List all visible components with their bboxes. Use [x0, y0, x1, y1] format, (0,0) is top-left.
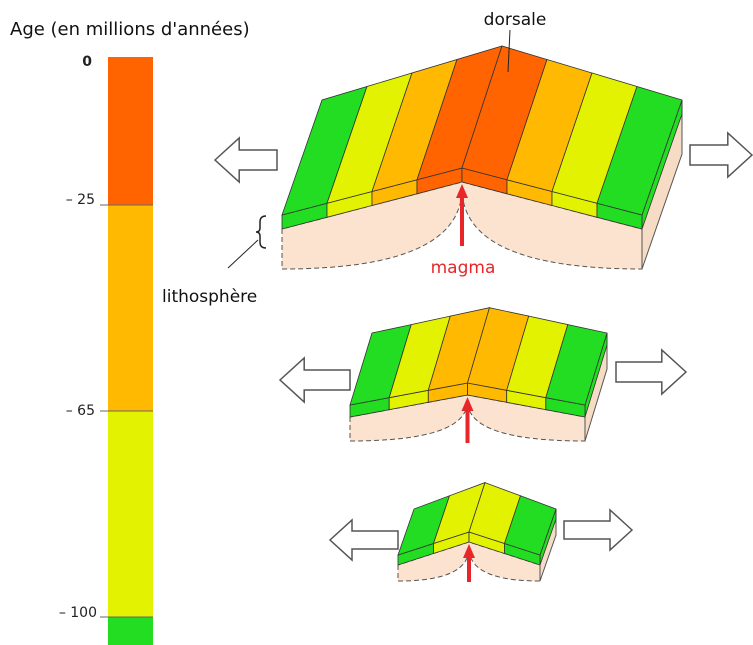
band — [108, 57, 153, 205]
pointer — [228, 240, 258, 268]
arrow — [564, 510, 632, 550]
arrow — [215, 138, 277, 182]
tick-label: – 100 — [59, 605, 97, 621]
band — [108, 205, 153, 411]
band — [108, 411, 153, 617]
tick-label: – 65 — [66, 403, 95, 419]
arrow — [330, 520, 398, 560]
diagram: Age (en millions d'années) 0 – 25 – 65 –… — [0, 0, 753, 645]
arrow — [616, 350, 686, 394]
arrow — [280, 358, 350, 402]
age-bar — [100, 57, 153, 645]
magma-label: magma — [431, 258, 496, 278]
band — [108, 617, 153, 645]
tick-label: 0 — [82, 54, 92, 70]
bracket — [256, 216, 266, 248]
arrow — [690, 133, 752, 177]
tick-label: – 25 — [66, 192, 95, 208]
blocks — [215, 46, 752, 582]
ridge-label: dorsale — [484, 10, 547, 30]
scale-title: Age (en millions d'années) — [10, 19, 250, 40]
lithosphere-label: lithosphère — [162, 287, 257, 307]
